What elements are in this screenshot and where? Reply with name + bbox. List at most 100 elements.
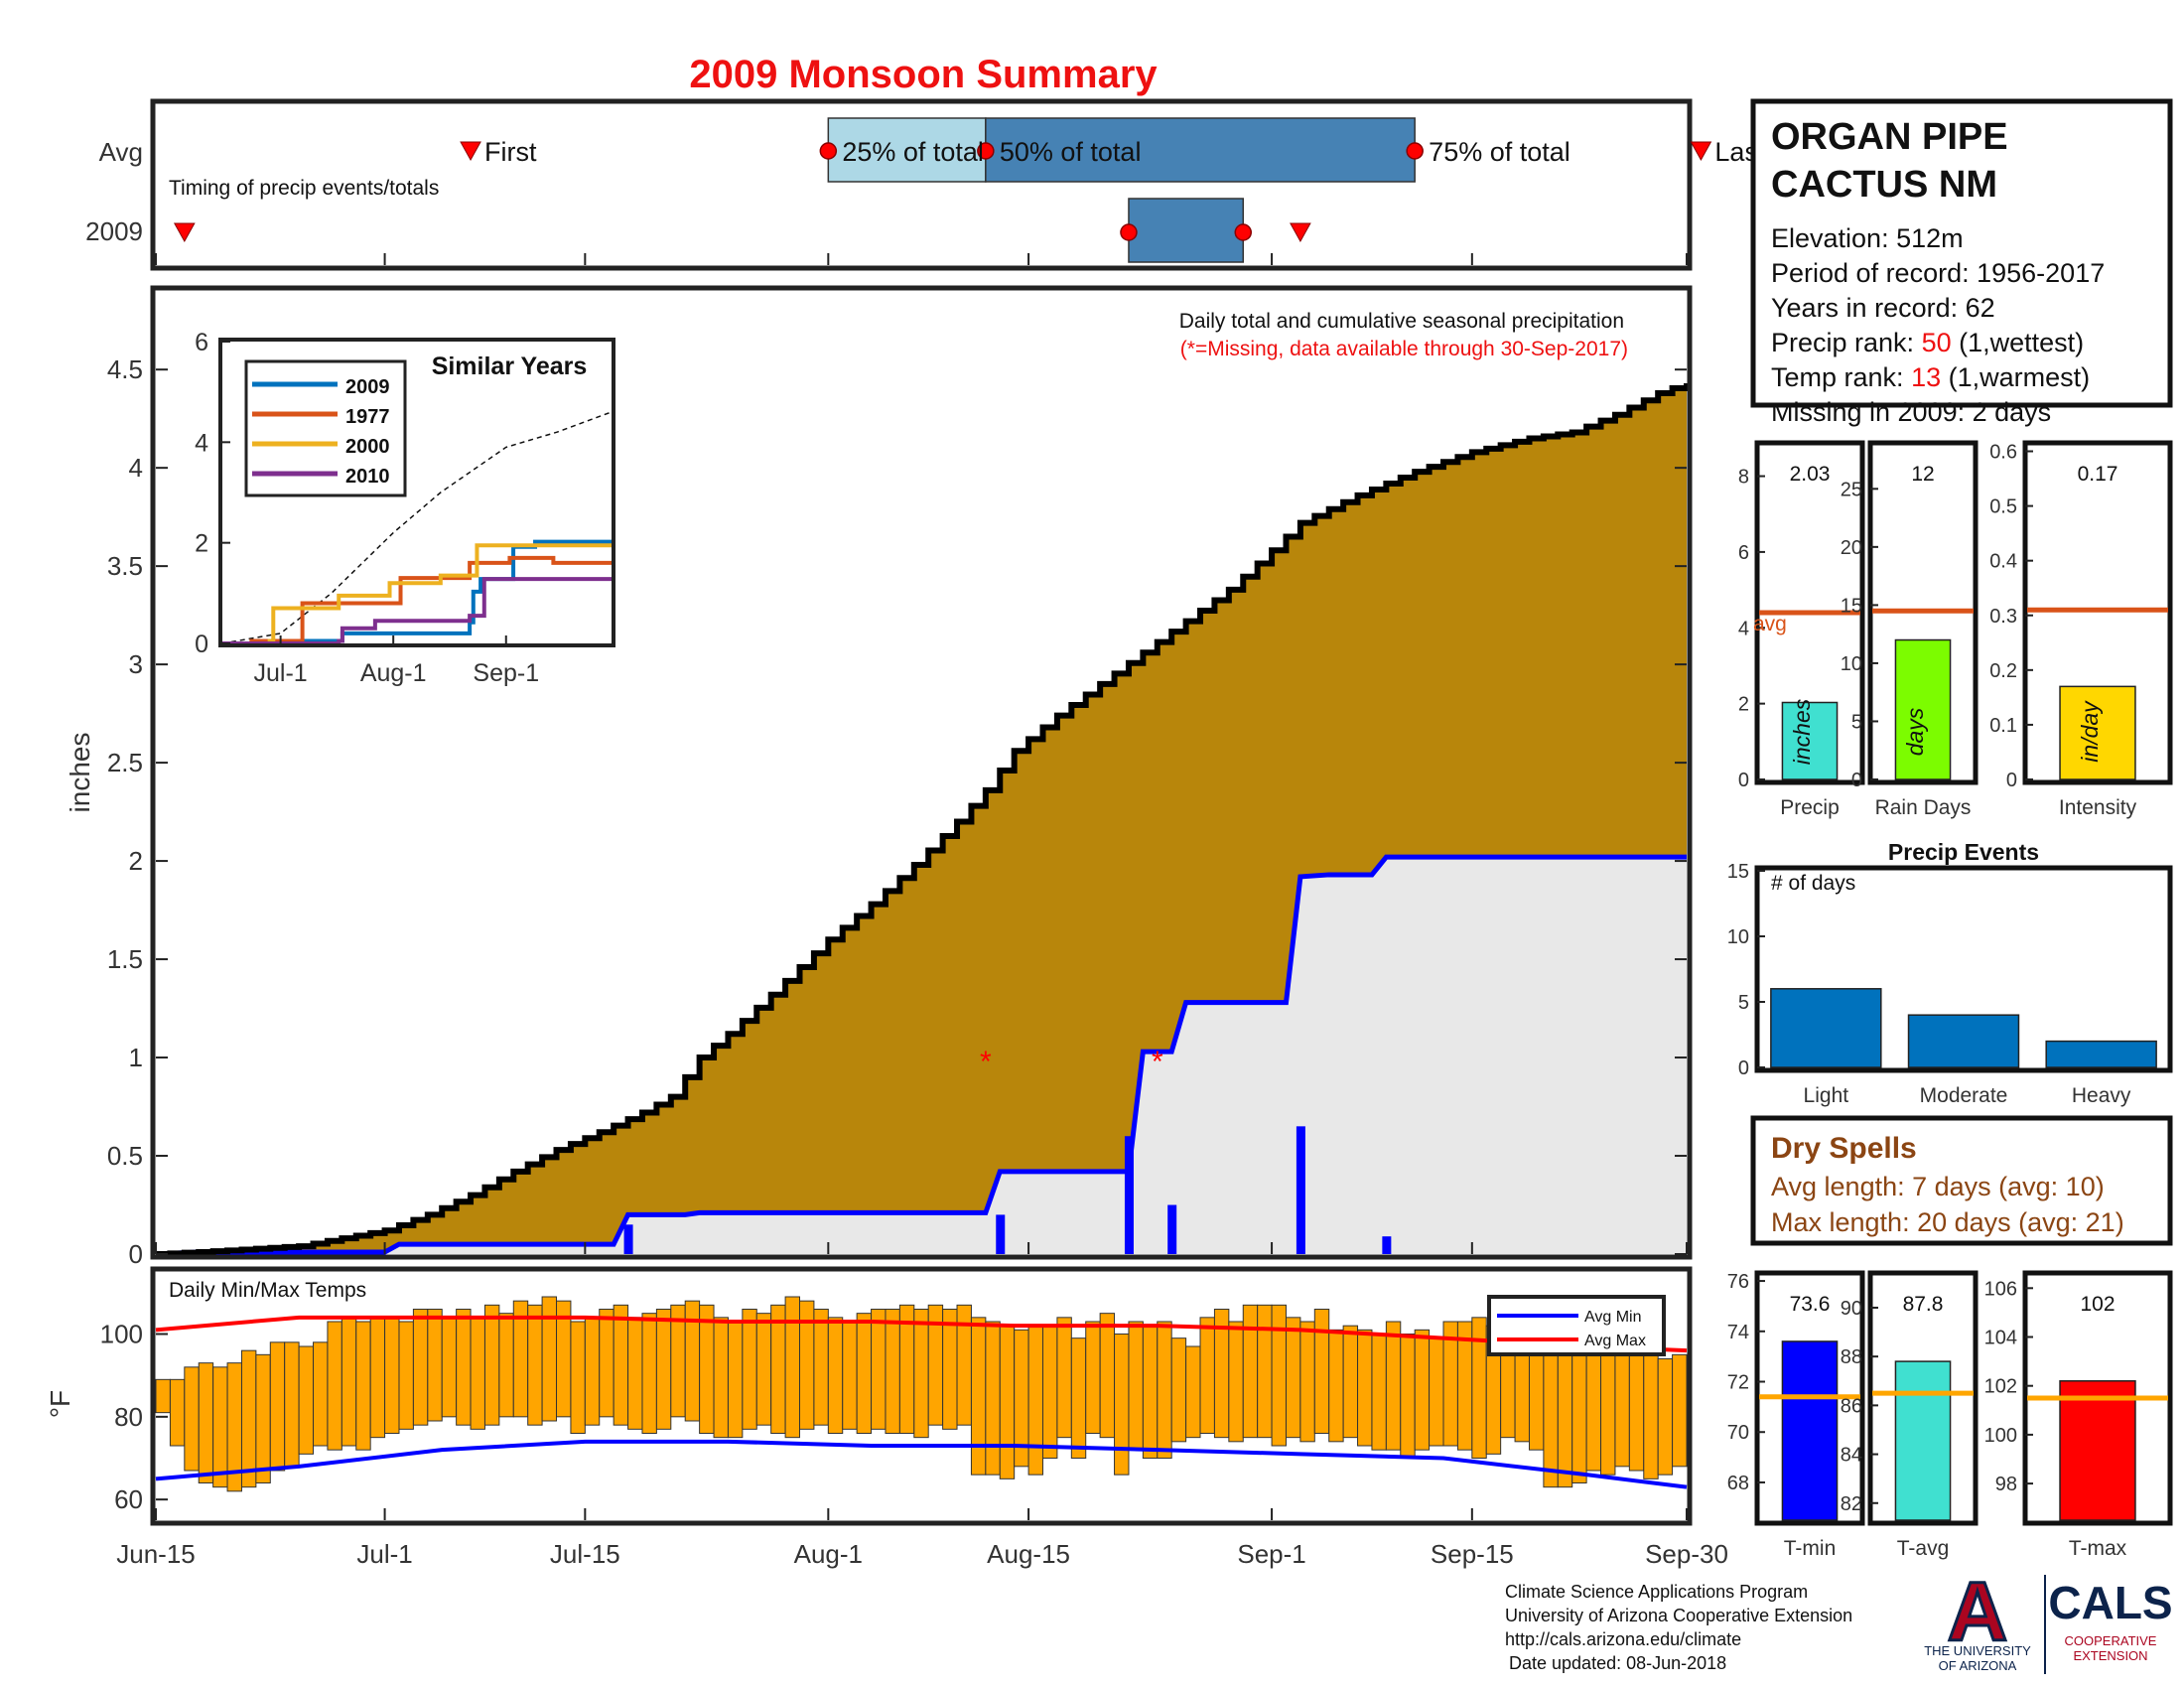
temp-bar-38	[699, 1304, 715, 1435]
precip_stat-value-label: 2.03	[1790, 463, 1831, 486]
raindays_stat-bar	[1894, 638, 1952, 780]
tavg_stat-ytick-label-1: 84	[1841, 1445, 1862, 1467]
tmin_stat-ytick-label-2: 72	[1727, 1372, 1749, 1394]
temp-bar-0	[155, 1378, 171, 1414]
stat-intensity_stat: 0.17 Intensity 0 0.1 0.2 0.3 0.4 0.5 0.6 in/day	[1989, 440, 2173, 819]
inset-xtick-label-0: Jul-1	[254, 659, 308, 687]
tavg_stat-ytick-label-0: 82	[1841, 1493, 1862, 1515]
timing-label-first: First	[484, 137, 537, 167]
temp-frame	[150, 1266, 1693, 1526]
tmin_stat-value-label: 73.6	[1790, 1293, 1831, 1316]
temp-bar-51	[885, 1309, 900, 1434]
date-x-axis: Jun-15 Jul-1 Jul-15 Aug-1 Aug-15 Sep-1 Sep-15 S…	[116, 253, 1728, 1569]
avg-25pct-marker	[819, 142, 838, 160]
temperature-stats-row: 73.6 T-min 68 70 72 74 76 87.8 T-avg 82 84 86 88 90 10…	[1727, 1270, 2173, 1560]
avg-max-line	[155, 1315, 1688, 1353]
dry-spells-avg: Avg length: 7 days (avg: 10)	[1771, 1172, 2105, 1201]
tmax_stat-ytick-label-0: 98	[1995, 1474, 2017, 1495]
temp-bar-88	[1414, 1329, 1431, 1451]
inset-ytick-label-3: 6	[195, 329, 208, 356]
daily-precip-bar-5	[1382, 1236, 1392, 1254]
date-tick-label-2: Jul-15	[550, 1539, 620, 1569]
footer-line1: Climate Science Applications Program	[1505, 1582, 1808, 1602]
tavg_stat-ytick-label-3: 88	[1841, 1346, 1862, 1368]
temp-bar-69	[1142, 1325, 1159, 1459]
precip-events-title: Precip Events	[1888, 839, 2039, 865]
temp-bar-16	[384, 1317, 400, 1435]
legend-label-2000: 2000	[345, 436, 390, 458]
timing-row-avg: Avg	[99, 137, 143, 167]
precip-events-plot: Light Moderate Heavy 0 5 10 15	[1727, 861, 2173, 1107]
temp-bar-32	[613, 1304, 629, 1426]
raindays_stat-unit-label: days	[1902, 707, 1928, 756]
tmax_stat-value-label: 102	[2080, 1293, 2115, 1316]
intensity_stat-category-label: Intensity	[2059, 796, 2137, 819]
tmin_stat-ytick-label-4: 76	[1727, 1271, 1749, 1293]
temp-bar-31	[599, 1309, 614, 1418]
main-ytick-label-2: 1	[129, 1043, 143, 1072]
temp-bar-67	[1114, 1334, 1130, 1476]
avg-75pct-marker	[1406, 142, 1424, 160]
inset-series-2010	[222, 577, 612, 645]
temp-bar-64	[1070, 1337, 1087, 1459]
season-last-marker	[1290, 222, 1311, 243]
temp-bar-87	[1400, 1334, 1416, 1459]
avg-cumulative-line	[156, 383, 1690, 1257]
temp-bar-35	[655, 1309, 672, 1430]
station-info-box: ORGAN PIPE CACTUS NM Elevation: 512m Per…	[1750, 98, 2173, 427]
temp-rank-label: Temp rank:	[1771, 362, 1911, 392]
raindays_stat-value-label: 12	[1911, 463, 1934, 486]
temp-bar-103	[1628, 1345, 1645, 1472]
figure-title: 2009 Monsoon Summary	[689, 53, 1158, 96]
precip-rank-label: Precip rank:	[1771, 328, 1922, 357]
timing-label-75pct: 75% of total	[1429, 137, 1570, 167]
precip-events-ytick-label-3: 15	[1727, 861, 1749, 883]
temp-legend	[1487, 1295, 1666, 1356]
temp-bar-24	[498, 1313, 514, 1418]
avg-first-marker	[460, 141, 481, 162]
cals-logo: CALS COOPERATIVE EXTENSION	[2048, 1577, 2172, 1663]
temp-bar-7	[255, 1353, 271, 1484]
main-ytick-label-4: 2	[129, 846, 143, 876]
temp-bar-77	[1257, 1304, 1273, 1439]
temp-bar-14	[355, 1321, 371, 1451]
main-y-label: inches	[65, 733, 95, 813]
main-ytick-label-0: 0	[129, 1239, 143, 1269]
temp-bar-97	[1543, 1337, 1559, 1488]
timing-label-25pct: 25% of total	[842, 137, 984, 167]
temp-bar-73	[1199, 1317, 1215, 1435]
precip-events-label-0: Light	[1804, 1084, 1849, 1107]
temp-bar-3	[198, 1362, 214, 1483]
temp-bar-42	[755, 1313, 772, 1426]
temp-bar-85	[1371, 1334, 1387, 1451]
intensity_stat-ytick-label-2: 0.2	[1989, 660, 2017, 682]
temp-bar-22	[470, 1317, 485, 1430]
tmin_stat-ytick-label-3: 74	[1727, 1322, 1749, 1343]
temp-bar-9	[284, 1341, 300, 1468]
inset-xtick-label-1: Aug-1	[360, 659, 427, 687]
ua-logo-line1: THE UNIVERSITY	[1924, 1643, 2031, 1658]
temp-bar-57	[970, 1317, 987, 1476]
raindays_stat-category-label: Rain Days	[1875, 796, 1972, 819]
intensity_stat-ytick-label-5: 0.5	[1989, 496, 2017, 518]
temp-bar-23	[483, 1304, 500, 1426]
intensity_stat-ytick-label-1: 0.1	[1989, 715, 2017, 737]
temp-bar-68	[1128, 1321, 1144, 1451]
temp-bar-62	[1041, 1325, 1058, 1459]
footer-line4: Date updated: 08-Jun-2018	[1509, 1653, 1726, 1673]
date-tick-label-1: Jul-1	[356, 1539, 412, 1569]
temp-y-label: °F	[45, 1390, 75, 1418]
station-temp-rank: Temp rank: 13 (1,warmest)	[1771, 362, 2090, 392]
temp-bar-104	[1643, 1349, 1659, 1479]
tmax_stat-ytick-label-2: 102	[1984, 1376, 2017, 1398]
temp-bar-8	[269, 1341, 286, 1472]
precip-events-ytick-label-1: 5	[1738, 992, 1749, 1014]
timing-label-50pct: 50% of total	[1000, 137, 1142, 167]
tmin_stat-ytick-label-0: 68	[1727, 1473, 1749, 1494]
timing-row-2009: 2009	[85, 216, 143, 246]
temp-bar-43	[770, 1304, 786, 1435]
precip-events-label-1: Moderate	[1920, 1084, 2008, 1107]
precip-rank-note: (1,wettest)	[1952, 328, 2085, 357]
temp-chart-title: Daily Min/Max Temps	[169, 1279, 366, 1302]
